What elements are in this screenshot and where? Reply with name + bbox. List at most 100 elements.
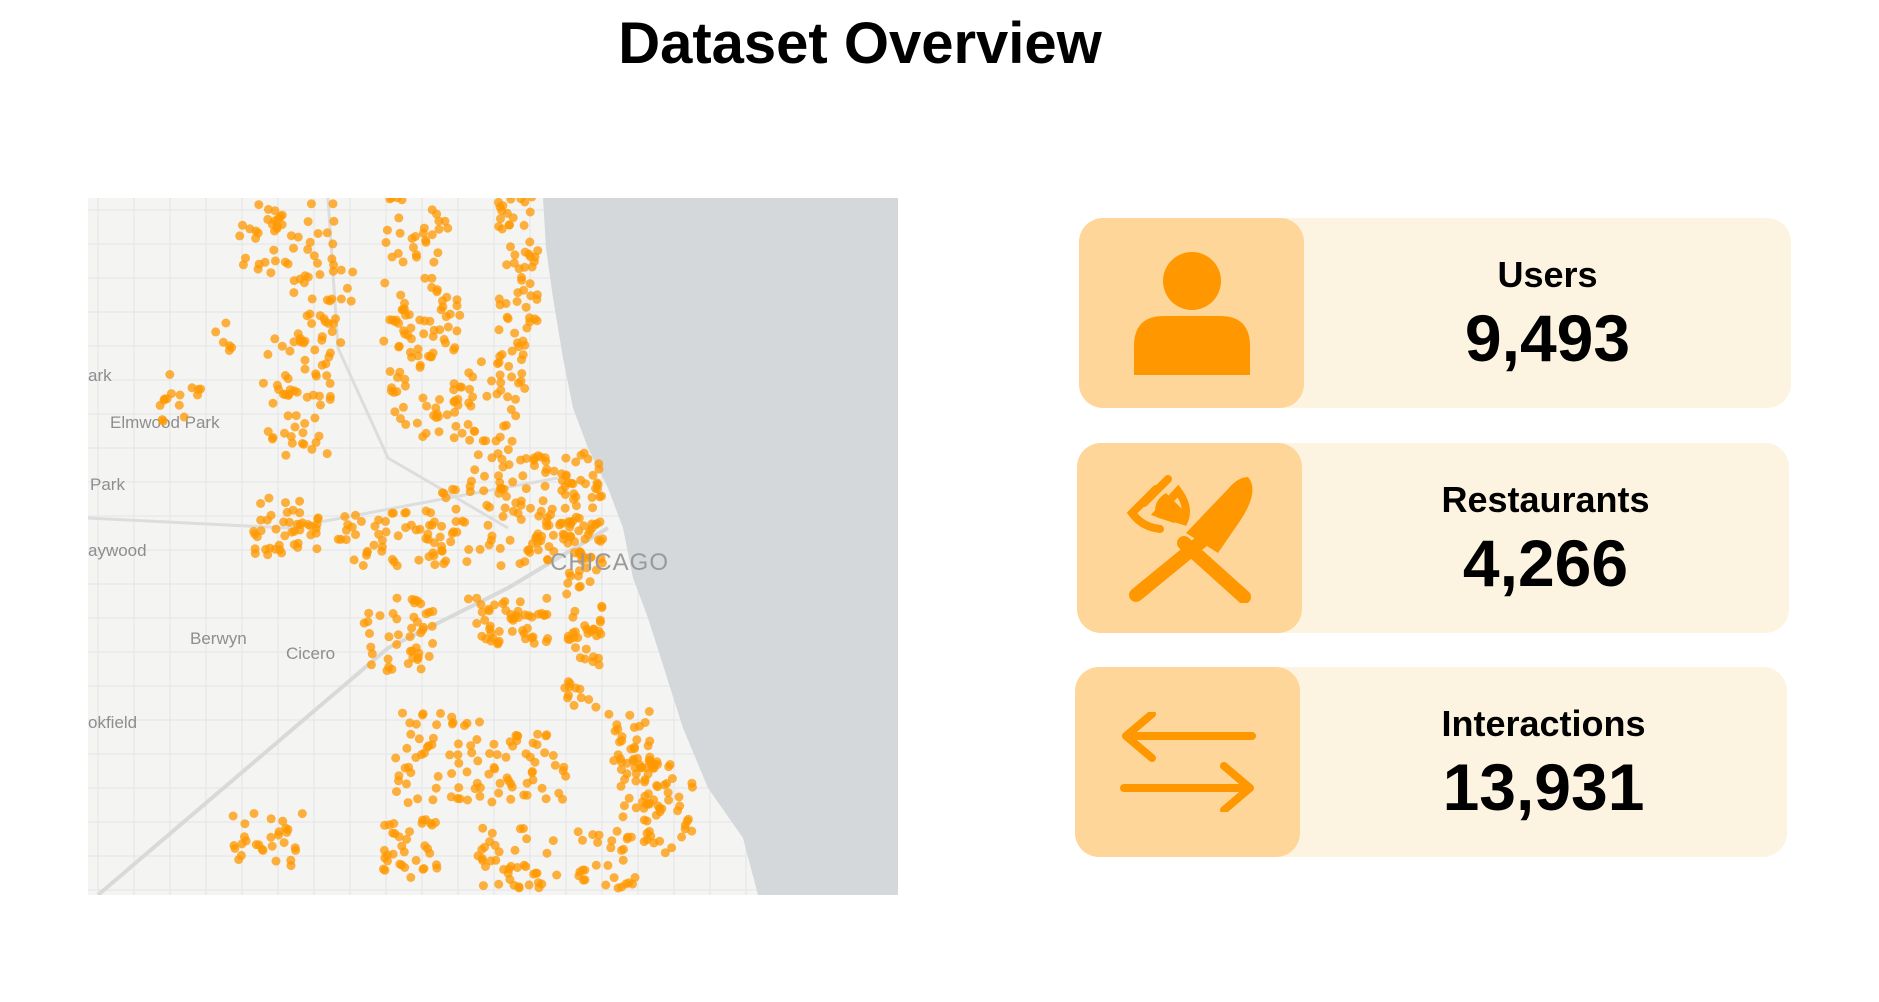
restaurant-point [507, 782, 517, 792]
restaurant-point [384, 662, 394, 672]
restaurant-point [548, 751, 558, 760]
restaurant-point [307, 444, 317, 454]
restaurant-point [272, 380, 282, 390]
restaurant-point [680, 820, 690, 830]
restaurant-point [476, 357, 486, 367]
restaurant-point [397, 305, 407, 315]
restaurant-point [421, 609, 431, 619]
restaurant-point [565, 679, 575, 688]
restaurant-point [311, 528, 321, 538]
restaurant-point [392, 614, 402, 624]
restaurant-point [416, 664, 426, 674]
lake-michigan [543, 198, 898, 895]
restaurant-point [227, 343, 237, 353]
restaurant-point [419, 329, 429, 339]
restaurant-point [588, 503, 598, 513]
restaurant-point [536, 506, 546, 516]
restaurant-location-map[interactable]: ark Elmwood Park Park aywood Berwyn Cice… [88, 198, 898, 895]
restaurant-point [479, 486, 489, 496]
restaurant-point [433, 771, 443, 781]
restaurant-point [263, 349, 273, 359]
restaurant-point [618, 812, 628, 822]
restaurant-point [464, 368, 474, 378]
restaurant-point [550, 760, 560, 770]
restaurant-point [325, 394, 335, 404]
restaurant-point [582, 563, 592, 573]
restaurant-point [519, 220, 529, 230]
restaurant-point [398, 402, 408, 412]
restaurant-point [407, 352, 417, 362]
restaurant-point [379, 864, 388, 874]
restaurant-point [263, 427, 273, 436]
restaurant-point [530, 252, 540, 262]
restaurant-point [295, 496, 305, 506]
restaurant-point [491, 855, 501, 865]
restaurant-point [629, 722, 639, 732]
restaurant-point [472, 593, 482, 603]
restaurant-point [395, 367, 405, 377]
restaurant-point [310, 345, 320, 355]
restaurant-point [498, 599, 508, 609]
restaurant-point [508, 477, 518, 487]
restaurant-point [473, 756, 483, 766]
restaurant-point [331, 314, 340, 324]
restaurant-point [522, 790, 532, 800]
restaurant-point [237, 839, 247, 849]
restaurant-point [601, 880, 611, 890]
restaurant-point [499, 421, 509, 431]
restaurant-point [311, 371, 321, 381]
restaurant-point [519, 285, 529, 295]
restaurant-point [449, 527, 458, 537]
restaurant-point [442, 410, 452, 420]
restaurant-point [421, 428, 431, 438]
restaurant-point [494, 222, 504, 231]
restaurant-point [420, 273, 430, 283]
restaurant-point [450, 407, 460, 417]
restaurant-point [405, 646, 415, 656]
restaurant-point [302, 311, 312, 321]
restaurant-point [400, 374, 410, 384]
restaurant-point [424, 651, 434, 661]
restaurant-point [533, 729, 543, 739]
users-icon-box [1079, 218, 1304, 408]
restaurant-point [429, 517, 439, 527]
restaurant-point [393, 630, 403, 640]
restaurant-point [626, 744, 636, 754]
restaurant-point [557, 469, 567, 479]
restaurant-point [410, 595, 420, 605]
restaurant-point [281, 823, 291, 833]
restaurant-point [563, 693, 572, 703]
restaurant-point [267, 841, 277, 851]
restaurant-point [251, 233, 261, 243]
restaurant-point [432, 720, 442, 730]
restaurant-point [327, 327, 337, 337]
restaurant-point [489, 739, 499, 749]
restaurant-point [315, 270, 325, 279]
restaurant-point [467, 748, 477, 758]
restaurant-point [418, 709, 428, 719]
restaurant-point [406, 873, 416, 882]
restaurant-point [480, 471, 489, 481]
restaurant-point [667, 774, 677, 783]
restaurant-point [377, 542, 387, 552]
restaurant-point [451, 504, 461, 514]
restaurant-point [380, 278, 390, 288]
restaurant-point [263, 204, 273, 214]
map-place-label: aywood [88, 541, 147, 560]
restaurant-point [525, 207, 535, 217]
restaurant-point [374, 529, 384, 539]
swap-arrows-icon [1119, 712, 1256, 812]
restaurant-point [495, 370, 505, 380]
restaurant-point [616, 781, 626, 791]
user-icon [1133, 252, 1250, 375]
restaurant-point [520, 198, 530, 207]
restaurant-point [465, 487, 475, 497]
restaurant-point [591, 860, 601, 870]
restaurant-point [495, 543, 505, 553]
restaurant-point [580, 654, 590, 664]
restaurant-point [495, 778, 505, 788]
restaurant-point [520, 262, 530, 272]
restaurant-point [439, 559, 449, 569]
restaurant-point [401, 523, 411, 533]
restaurant-point [348, 267, 358, 277]
